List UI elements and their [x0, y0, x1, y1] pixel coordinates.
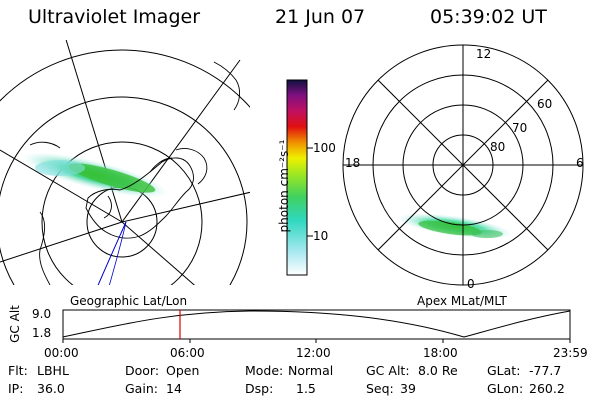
orbit-xtick: 12:00	[296, 346, 331, 360]
footer-value-mode: Normal	[288, 363, 334, 378]
colorbar-label: photon cm⁻²s⁻¹	[277, 139, 291, 233]
aurora-oval-polar	[397, 213, 513, 239]
longitude-line	[121, 191, 250, 223]
footer-value-seq: 39	[400, 381, 416, 396]
footer-label-filter: Flt:	[8, 363, 28, 378]
footer-label-dsp: Dsp:	[245, 381, 274, 396]
footer-value-gc-alt: 8.0 Re	[418, 363, 458, 378]
altitude-curve	[62, 310, 571, 338]
footer-value-glat: -77.7	[529, 363, 562, 378]
footer-label-glat: GLat:	[487, 363, 521, 378]
orbit-xtick: 23:59	[553, 346, 588, 360]
footer-label-mode: Mode:	[245, 363, 284, 378]
latitude-circle	[41, 141, 203, 285]
orbit-xtick: 18:00	[423, 346, 458, 360]
mlat-label-80: 80	[490, 140, 506, 154]
footer-label-glon: GLon:	[487, 381, 524, 396]
longitude-line	[0, 221, 123, 263]
latitude-circle	[0, 96, 248, 285]
footer-label-gain: Gain:	[125, 381, 158, 396]
mlat-label-70: 70	[512, 121, 528, 135]
mlt-label-0: 0	[467, 277, 475, 291]
orbit-xtick: 00:00	[44, 346, 79, 360]
footer-value-filter: LBHL	[37, 363, 69, 378]
footer-label-seq: Seq:	[366, 381, 394, 396]
orbit-xtick: 06:00	[170, 346, 205, 360]
aurora-oval-geographic	[22, 152, 168, 198]
date-label: 21 Jun 07	[275, 6, 366, 28]
mlt-label-18: 18	[345, 156, 361, 170]
colorbar	[286, 79, 308, 276]
orbit-ytick: 9.0	[32, 307, 52, 321]
time-label: 05:39:02 UT	[430, 6, 547, 28]
orbit-ylabel: GC Alt	[8, 305, 22, 343]
footer-value-ip: 36.0	[37, 381, 65, 396]
latitude-circle	[0, 49, 250, 108]
orbit-ytick: 1.8	[32, 326, 52, 340]
longitude-line	[121, 221, 196, 285]
footer-value-dsp: 1.5	[296, 381, 316, 396]
colorbar-tick-label: 100	[313, 141, 336, 155]
geographic-map	[0, 40, 250, 285]
footer-value-glon: 260.2	[529, 381, 565, 396]
mlt-meridian	[377, 79, 549, 251]
footer-value-gain: 14	[166, 381, 182, 396]
right-panel-caption: Apex MLat/MLT	[417, 294, 507, 308]
colorbar-tick-label: 10	[313, 229, 329, 243]
satellite-track	[109, 221, 127, 285]
coastlines	[29, 61, 241, 285]
orbit-frame	[62, 309, 571, 340]
left-panel-caption: Geographic Lat/Lon	[70, 294, 188, 308]
mlt-label-6: 6	[576, 156, 584, 170]
longitude-line	[0, 149, 123, 223]
footer-label-ip: IP:	[8, 381, 24, 396]
mlt-label-12: 12	[476, 47, 492, 61]
instrument-title: Ultraviolet Imager	[28, 6, 201, 28]
footer-label-gc-alt: GC Alt:	[366, 363, 410, 378]
satellite-track	[97, 221, 127, 285]
footer-label-door: Door:	[125, 363, 160, 378]
mlat-label-60: 60	[537, 97, 553, 111]
footer-value-door: Open	[166, 363, 200, 378]
orbit-plot	[62, 309, 571, 343]
polar-plot	[342, 44, 584, 286]
